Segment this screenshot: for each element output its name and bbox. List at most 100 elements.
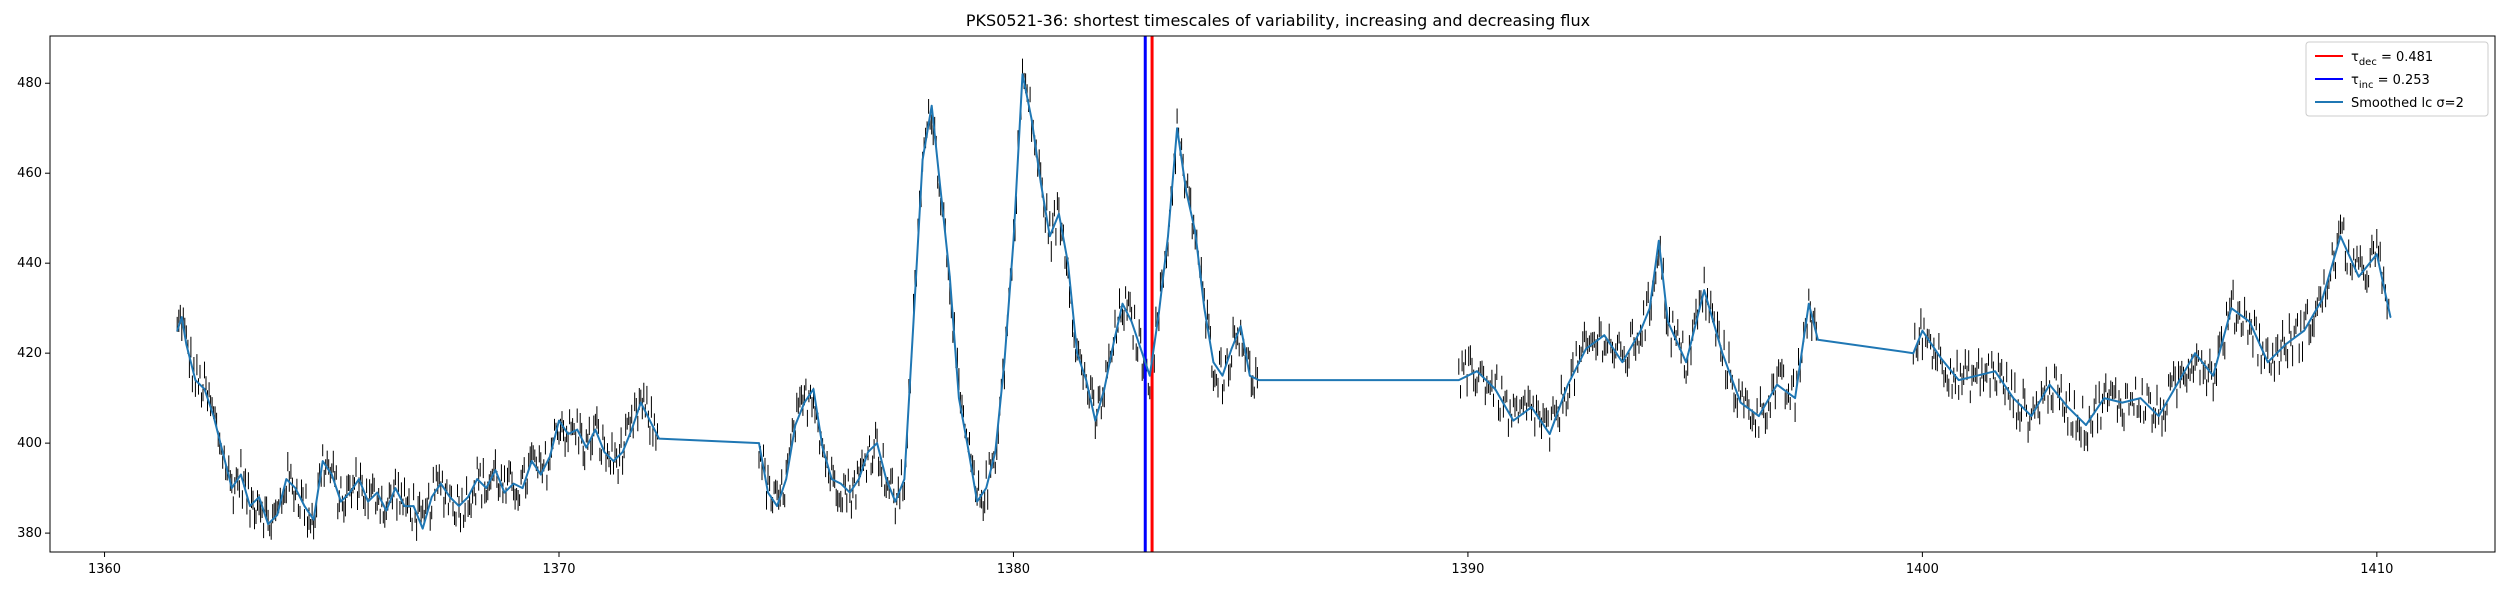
- series-point: [421, 527, 424, 530]
- series-point: [1494, 388, 1496, 390]
- series-point: [212, 415, 215, 417]
- series-point: [249, 505, 251, 507]
- series-point: [1194, 230, 1196, 233]
- series-point: [276, 514, 279, 516]
- series-point: [2139, 397, 2142, 399]
- series-point: [1030, 118, 1033, 120]
- series-point: [758, 442, 760, 444]
- series-point: [1685, 361, 1687, 364]
- series-point: [1476, 370, 1478, 373]
- series-point: [1776, 383, 1778, 386]
- series-point: [830, 478, 833, 480]
- series-point: [385, 509, 388, 512]
- series-point: [1512, 419, 1515, 422]
- series-point: [2357, 275, 2360, 278]
- series-point: [194, 379, 197, 381]
- series-point: [530, 460, 533, 462]
- series-point: [567, 433, 569, 435]
- series-point: [858, 478, 860, 480]
- series-point: [640, 401, 642, 404]
- series-point: [803, 401, 806, 404]
- series-point: [1976, 374, 1978, 377]
- series-point: [285, 478, 288, 480]
- series-point: [430, 496, 433, 498]
- series-point: [1067, 262, 1069, 265]
- series-point: [840, 482, 842, 485]
- series-point: [1167, 235, 1169, 237]
- legend-box: [2305, 41, 2489, 117]
- series-point: [976, 500, 978, 503]
- series-point: [367, 500, 369, 503]
- series-point: [1639, 329, 1642, 332]
- series-point: [2103, 397, 2105, 399]
- x-tick-label: 1390: [1451, 562, 1484, 577]
- series-point: [1076, 352, 1078, 355]
- series-point: [1921, 329, 1924, 332]
- series-point: [2230, 307, 2233, 310]
- series-point: [1585, 347, 1587, 350]
- series-point: [603, 451, 606, 453]
- series-point: [1094, 419, 1097, 422]
- x-tick-label: 1410: [2360, 562, 2393, 577]
- series-point: [930, 104, 933, 107]
- y-tick-label: 400: [17, 436, 42, 451]
- series-point: [1458, 379, 1460, 381]
- y-tick-label: 420: [17, 346, 42, 361]
- series-point: [2389, 316, 2392, 319]
- series-point: [340, 500, 342, 503]
- series-point: [912, 320, 915, 323]
- chart-title: PKS0521-36: shortest timescales of varia…: [966, 11, 1590, 30]
- series-point: [349, 491, 351, 494]
- series-point: [1149, 374, 1151, 377]
- series-point: [203, 388, 206, 390]
- series-point: [2176, 383, 2178, 386]
- series-point: [612, 460, 615, 462]
- series-point: [494, 469, 497, 471]
- series-point: [1121, 302, 1124, 305]
- series-point: [1176, 127, 1178, 129]
- series-point: [240, 473, 242, 476]
- series-point: [921, 158, 924, 161]
- series-point: [1794, 397, 1796, 399]
- series-point: [621, 451, 624, 453]
- series-point: [521, 487, 524, 489]
- series-point: [1230, 347, 1233, 350]
- series-point: [458, 505, 460, 507]
- series-point: [1003, 361, 1006, 364]
- series-point: [2012, 397, 2015, 399]
- series-point: [549, 455, 551, 458]
- series-point: [1658, 239, 1660, 242]
- x-tick-label: 1370: [542, 562, 575, 577]
- series-point: [449, 496, 451, 498]
- series-point: [221, 451, 224, 453]
- series-point: [258, 496, 260, 498]
- series-point: [1530, 406, 1533, 408]
- series-point: [1957, 379, 1960, 381]
- series-point: [412, 505, 415, 507]
- series-point: [1239, 325, 1242, 328]
- series-point: [867, 451, 869, 453]
- smoothed-series-layer: [176, 73, 2392, 530]
- series-point: [512, 482, 515, 485]
- x-axis-ticks: 1360 1370 1380 1390 1400 1410: [88, 552, 2393, 577]
- series-point: [767, 491, 769, 494]
- series-point: [1994, 370, 1996, 373]
- x-tick-label: 1360: [88, 562, 121, 577]
- series-point: [994, 451, 997, 453]
- legend-label: Smoothed lc σ=2: [2351, 96, 2464, 111]
- legend: τdec = 0.481 τinc = 0.253 Smoothed lc σ=2: [2305, 41, 2489, 117]
- series-point: [576, 428, 578, 431]
- series-point: [294, 487, 297, 489]
- series-point: [2030, 415, 2033, 417]
- y-tick-label: 440: [17, 256, 42, 271]
- series-point: [785, 478, 787, 480]
- series-point: [2339, 235, 2342, 237]
- series-point: [312, 518, 315, 521]
- series-point: [2285, 343, 2287, 346]
- variability-timescale-lines: [1143, 36, 1154, 552]
- series-point: [939, 190, 942, 192]
- legend-label: τinc = 0.253: [2351, 73, 2430, 91]
- series-point: [885, 478, 887, 480]
- series-point: [1058, 212, 1060, 215]
